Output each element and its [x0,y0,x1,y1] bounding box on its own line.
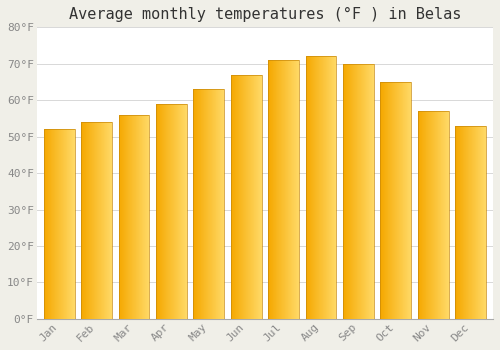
Bar [456,126,486,319]
Bar [156,104,186,319]
Bar [306,56,336,319]
Bar [231,75,262,319]
Bar [118,115,150,319]
Title: Average monthly temperatures (°F ) in Belas: Average monthly temperatures (°F ) in Be… [68,7,461,22]
Bar [81,122,112,319]
Bar [268,60,299,319]
Bar [194,89,224,319]
Bar [44,130,74,319]
Bar [418,111,448,319]
Bar [380,82,411,319]
Bar [343,64,374,319]
